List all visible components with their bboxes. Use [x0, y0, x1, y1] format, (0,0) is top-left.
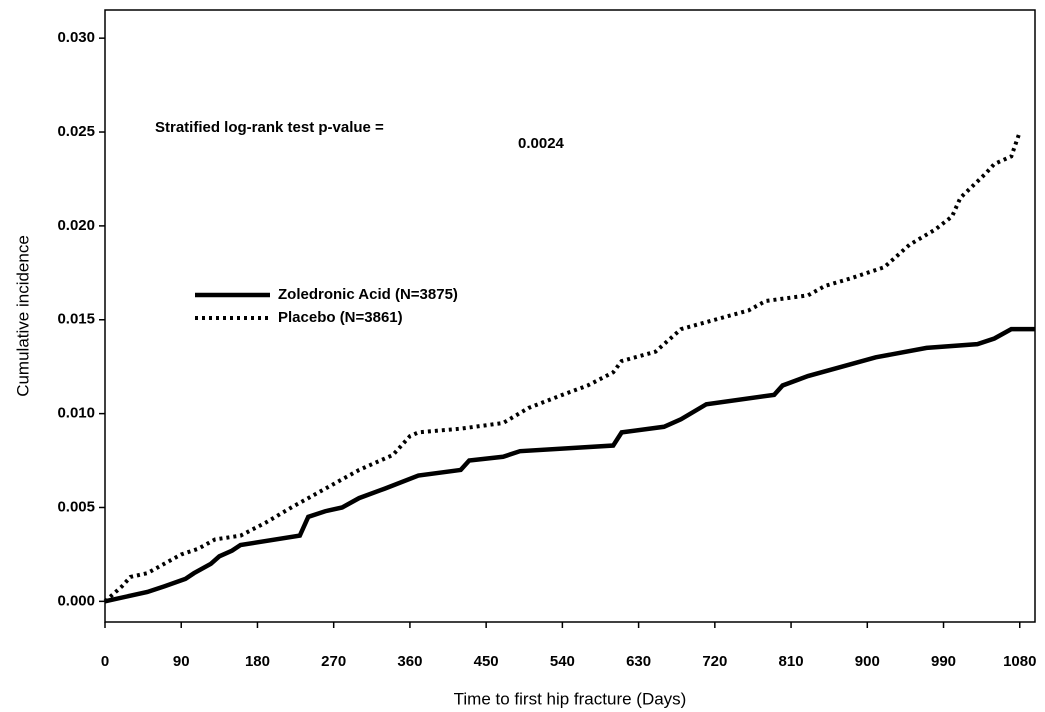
x-tick-label: 180	[245, 653, 270, 670]
x-tick-label: 1080	[1003, 653, 1036, 670]
series-line	[103, 131, 1022, 603]
y-tick-label: 0.000	[57, 592, 95, 609]
legend-label: Zoledronic Acid (N=3875)	[278, 286, 458, 303]
x-tick-label: 270	[321, 653, 346, 670]
y-tick-label: 0.030	[57, 29, 95, 46]
y-axis-label: Cumulative incidence	[13, 235, 32, 397]
annotation: 0.0024	[518, 135, 565, 152]
x-tick-label: 720	[702, 653, 727, 670]
y-tick-label: 0.025	[57, 123, 95, 140]
x-tick-label: 990	[931, 653, 956, 670]
series-line	[104, 326, 1035, 604]
plot-frame	[104, 9, 1036, 623]
x-tick-label: 630	[626, 653, 651, 670]
x-tick-label: 90	[173, 653, 190, 670]
x-tick-label: 0	[101, 653, 109, 670]
x-axis-label: Time to first hip fracture (Days)	[454, 689, 687, 708]
x-tick-label: 900	[855, 653, 880, 670]
x-tick-label: 360	[397, 653, 422, 670]
y-tick-label: 0.010	[57, 405, 95, 422]
annotation: Stratified log-rank test p-value =	[155, 119, 384, 136]
y-tick-label: 0.015	[57, 311, 95, 328]
x-tick-label: 810	[779, 653, 804, 670]
y-tick-label: 0.020	[57, 217, 95, 234]
y-tick-label: 0.005	[57, 498, 95, 515]
x-tick-label: 450	[474, 653, 499, 670]
legend-label: Placebo (N=3861)	[278, 309, 403, 326]
x-tick-label: 540	[550, 653, 575, 670]
